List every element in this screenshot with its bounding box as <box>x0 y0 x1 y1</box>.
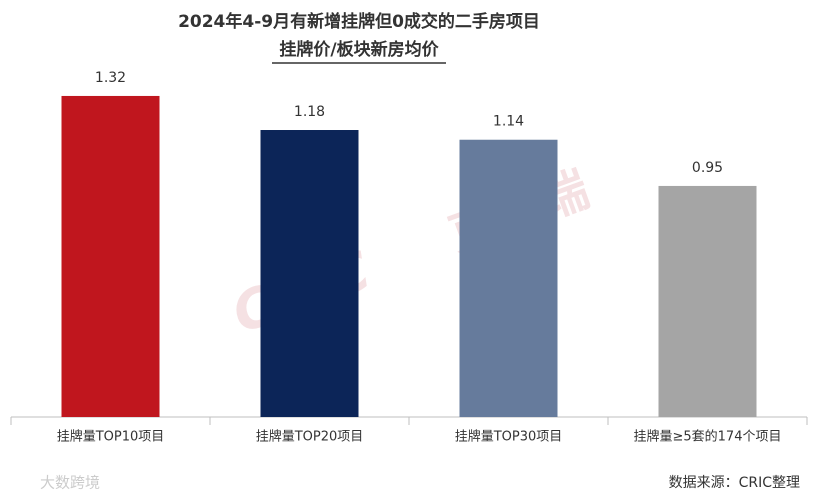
data-label: 1.14 <box>493 114 524 130</box>
bar <box>658 185 757 417</box>
watermark: 大数跨境 <box>40 474 100 492</box>
source: 数据来源：CRIC整理 <box>669 475 800 491</box>
x-tick-label: 挂牌量TOP30项目 <box>455 429 563 445</box>
data-label: 1.18 <box>294 104 325 120</box>
data-label: 1.32 <box>95 70 126 86</box>
chart-title: 挂牌价/板块新房均价 <box>279 39 439 60</box>
x-tick-label: 挂牌量TOP10项目 <box>57 429 165 445</box>
bar <box>459 139 558 417</box>
chart-title: 2024年4-9月有新增挂牌但0成交的二手房项目 <box>178 11 540 32</box>
data-label: 0.95 <box>692 160 723 176</box>
bar <box>61 95 160 417</box>
x-tick-label: 挂牌量≥5套的174个项目 <box>634 429 782 445</box>
bar <box>260 130 359 417</box>
x-tick-label: 挂牌量TOP20项目 <box>256 429 364 445</box>
